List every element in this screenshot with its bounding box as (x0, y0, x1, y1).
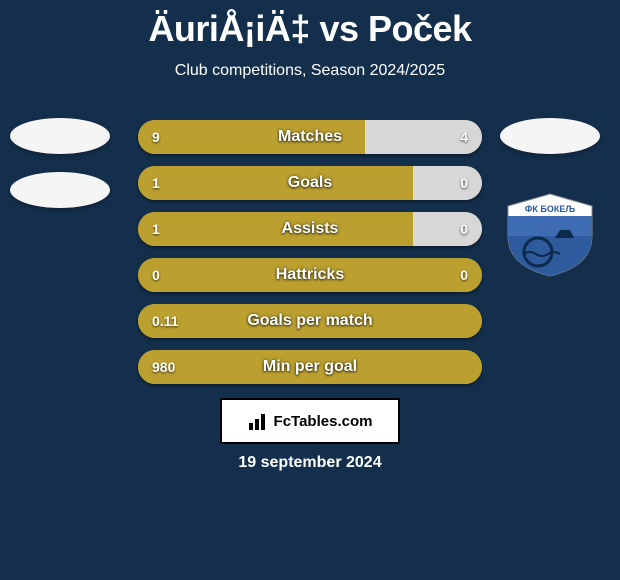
date-text: 19 september 2024 (0, 454, 620, 472)
stat-label: Matches (138, 120, 482, 154)
stat-bar-row: 00Hattricks (138, 258, 482, 292)
team-badge-placeholder-icon (500, 118, 600, 154)
stat-bar-row: 10Goals (138, 166, 482, 200)
team-badge-placeholder-icon (10, 172, 110, 208)
fctables-brand-text: FcTables.com (274, 413, 373, 430)
stat-label: Min per goal (138, 350, 482, 384)
stat-bar-row: 10Assists (138, 212, 482, 246)
stat-label: Goals (138, 166, 482, 200)
stat-label: Goals per match (138, 304, 482, 338)
team-badge-placeholder-icon (10, 118, 110, 154)
stat-label: Assists (138, 212, 482, 246)
page-subtitle: Club competitions, Season 2024/2025 (0, 62, 620, 80)
bar-chart-icon (248, 411, 268, 431)
left-team-badges (10, 118, 110, 226)
stat-bar-row: 94Matches (138, 120, 482, 154)
team-shield-icon: ФК БОКЕЉ (500, 192, 600, 278)
stat-label: Hattricks (138, 258, 482, 292)
page-title: ÄuriÅ¡iÄ‡ vs Poček (0, 0, 620, 50)
comparison-bars: 94Matches 10Goals 10Assists 00Hattricks 0.11… (138, 120, 482, 396)
stat-bar-row: 980Min per goal (138, 350, 482, 384)
stat-bar-row: 0.11Goals per match (138, 304, 482, 338)
fctables-badge[interactable]: FcTables.com (220, 398, 400, 444)
svg-text:ФК БОКЕЉ: ФК БОКЕЉ (525, 204, 576, 214)
right-team-badges: ФК БОКЕЉ (500, 118, 600, 278)
